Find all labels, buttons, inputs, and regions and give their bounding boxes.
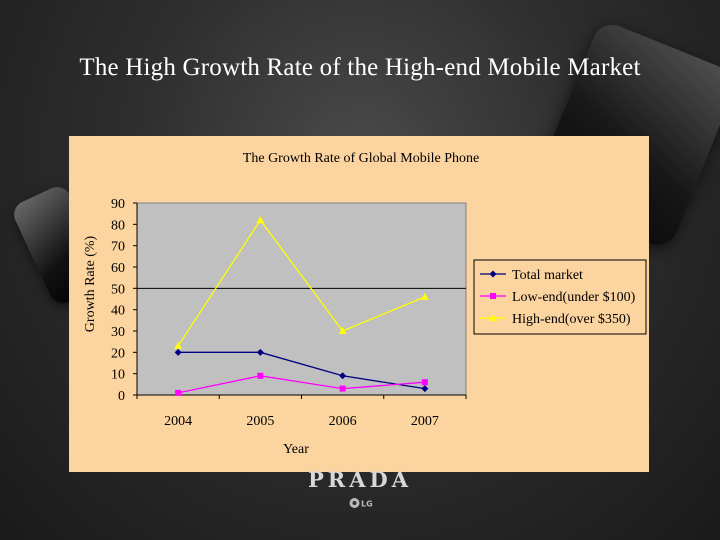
data-point [257, 372, 264, 379]
data-point [256, 216, 265, 224]
data-point [174, 348, 182, 356]
chart-title: The Growth Rate of Global Mobile Phone [243, 151, 479, 166]
legend-marker [489, 314, 497, 321]
prada-brand-text: PRADA [307, 467, 413, 492]
series-line-2 [177, 218, 426, 347]
data-point [256, 348, 264, 356]
y-tick-label: 60 [111, 261, 125, 276]
x-axis-label: Year [283, 442, 309, 457]
legend-label: High-end(over $350) [512, 312, 631, 327]
series-line-1 [177, 375, 425, 394]
legend-marker [489, 270, 497, 278]
y-tick-label: 90 [111, 197, 125, 212]
data-point [174, 341, 183, 349]
y-axis-label: Growth Rate (%) [83, 235, 98, 332]
y-tick-label: 0 [118, 389, 125, 404]
data-point [421, 385, 429, 393]
data-point [338, 327, 347, 334]
y-tick-label: 50 [111, 282, 125, 297]
growth-rate-chart: The Growth Rate of Global Mobile Phone G… [83, 151, 647, 457]
x-tick-label: 2007 [411, 414, 439, 429]
legend-label: Total market [512, 268, 583, 283]
data-point [339, 372, 347, 380]
legend-marker [490, 293, 496, 299]
plot-area [136, 202, 467, 396]
y-tick-label: 30 [111, 325, 125, 340]
lg-logo-text: LG [361, 500, 373, 509]
x-tick-label: 2005 [246, 414, 274, 429]
series-line-0 [178, 351, 425, 390]
data-point [420, 292, 429, 300]
data-point [421, 379, 428, 386]
legend-box [473, 259, 647, 335]
y-tick-label: 20 [111, 346, 125, 361]
data-point [175, 389, 182, 396]
x-tick-label: 2004 [164, 414, 192, 429]
chart-panel: The Growth Rate of Global Mobile Phone G… [69, 136, 649, 472]
slide-title: The High Growth Rate of the High-end Mob… [79, 54, 641, 81]
lg-logo-icon: LG [349, 498, 373, 509]
legend-label: Low-end(under $100) [512, 290, 636, 305]
y-tick-label: 10 [111, 368, 125, 383]
y-tick-label: 40 [111, 304, 125, 319]
data-point [339, 385, 346, 392]
x-tick-label: 2006 [329, 414, 357, 429]
y-tick-label: 80 [111, 218, 125, 233]
y-tick-label: 70 [111, 240, 125, 255]
